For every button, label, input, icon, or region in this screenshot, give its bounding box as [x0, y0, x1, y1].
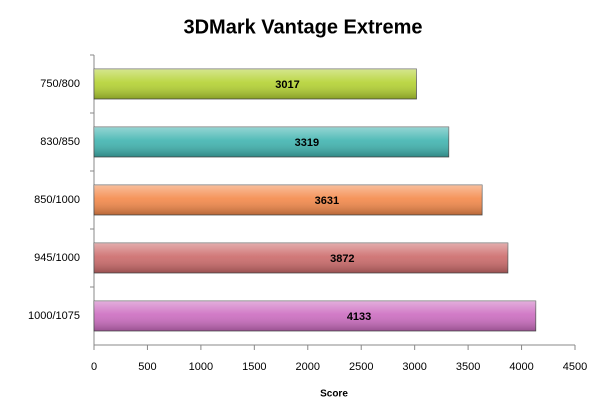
- value-label: 3872: [330, 253, 354, 265]
- x-tick-label: 2000: [296, 361, 320, 373]
- x-tick-label: 3500: [456, 361, 480, 373]
- x-tick-label: 0: [91, 361, 97, 373]
- x-tick-label: 4500: [563, 361, 587, 373]
- x-tick-label: 2500: [349, 361, 373, 373]
- y-tick-label: 750/800: [40, 78, 80, 90]
- bar-shade: [94, 185, 483, 215]
- y-tick-label: 945/1000: [34, 252, 80, 264]
- x-axis-label: Score: [320, 389, 348, 400]
- x-tick-label: 500: [138, 361, 156, 373]
- value-label: 3319: [295, 137, 319, 149]
- bar-shade: [94, 127, 449, 157]
- y-tick-label: 850/1000: [34, 194, 80, 206]
- bar-shade: [94, 69, 417, 99]
- y-tick-label: 830/850: [40, 136, 80, 148]
- bar-shade: [94, 243, 508, 273]
- y-tick-label: 1000/1075: [28, 310, 80, 322]
- value-label: 3017: [275, 79, 299, 91]
- value-label: 3631: [315, 195, 339, 207]
- x-tick-label: 4000: [509, 361, 533, 373]
- x-tick-label: 1500: [242, 361, 266, 373]
- chart-title: 3DMark Vantage Extreme: [183, 16, 422, 38]
- x-tick-label: 1000: [189, 361, 213, 373]
- value-label: 4133: [347, 311, 371, 323]
- x-tick-label: 3000: [402, 361, 426, 373]
- bar-shade: [94, 301, 536, 331]
